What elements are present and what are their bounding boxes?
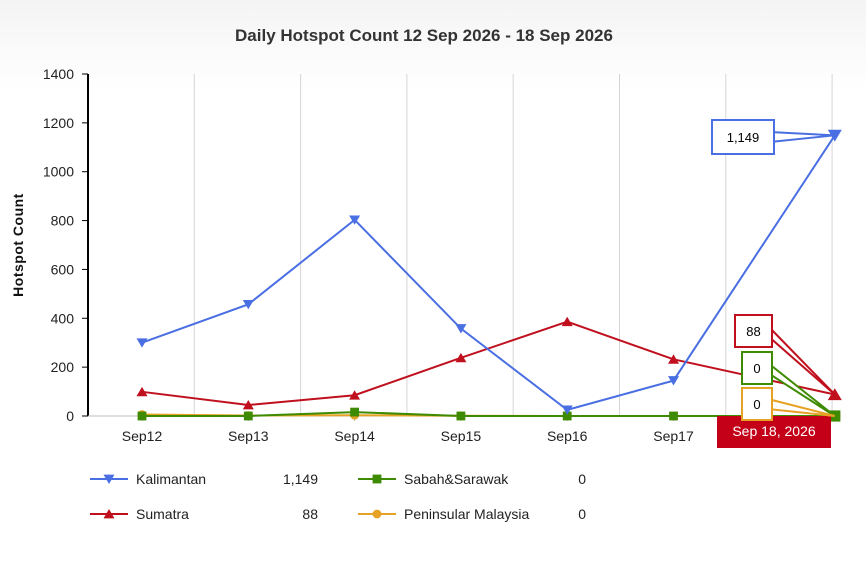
y-tick-label: 1000: [43, 164, 74, 180]
tooltip: 0: [741, 351, 836, 417]
data-point[interactable]: [136, 338, 148, 348]
data-point[interactable]: [103, 474, 115, 484]
crosshair-label-box: [717, 416, 831, 448]
legend-value: 0: [578, 471, 586, 487]
series-layer: [136, 129, 842, 422]
legend-item-peninsular-malaysia[interactable]: Peninsular Malaysia 0: [358, 506, 586, 522]
x-tick-label: Sep14: [334, 428, 375, 444]
tooltip-pointer: [767, 323, 836, 396]
x-tick-label: Sep13: [228, 428, 269, 444]
series-line: [141, 320, 836, 407]
data-point[interactable]: [350, 407, 359, 417]
legend-value: 88: [302, 506, 318, 522]
x-tick-label: Sep17: [653, 428, 694, 444]
legend-label: Peninsular Malaysia: [404, 506, 529, 522]
data-point[interactable]: [455, 324, 467, 334]
crosshair-label-group: Sep 18, 2026: [717, 416, 831, 448]
legend-label: Sumatra: [136, 506, 189, 522]
tooltip-box: [711, 119, 775, 155]
legend-label: Sabah&Sarawak: [404, 471, 509, 487]
legend-item-sumatra[interactable]: Sumatra 88: [90, 506, 318, 522]
tooltip-pointer: [769, 130, 835, 144]
y-axis-label: Hotspot Count: [10, 193, 26, 297]
tooltip-box: [741, 387, 773, 421]
data-point[interactable]: [561, 405, 573, 415]
tooltip-value: 0: [753, 361, 760, 376]
legend-item-kalimantan[interactable]: Kalimantan 1,149: [90, 471, 318, 487]
data-point[interactable]: [137, 411, 147, 421]
tooltip-layer: Sep 18, 2026 1,149 88 0 0: [711, 119, 836, 448]
data-point[interactable]: [242, 400, 254, 410]
chart-title: Daily Hotspot Count 12 Sep 2026 - 18 Sep…: [235, 26, 613, 45]
tooltip-value: 0: [753, 397, 760, 412]
y-tick-label: 0: [66, 408, 74, 424]
data-point[interactable]: [372, 474, 382, 484]
legend-value: 0: [578, 506, 586, 522]
tooltip-value: 88: [746, 324, 760, 339]
data-point[interactable]: [103, 509, 115, 519]
data-point[interactable]: [349, 215, 361, 225]
data-point[interactable]: [455, 352, 467, 363]
tooltip: 1,149: [711, 119, 835, 155]
tooltip-box: [741, 351, 773, 385]
data-point[interactable]: [242, 299, 254, 310]
tooltip: 88: [734, 314, 836, 396]
y-tick-label: 800: [51, 213, 75, 229]
legend-item-sabah-sarawak[interactable]: Sabah&Sarawak 0: [358, 471, 586, 487]
data-point[interactable]: [561, 316, 573, 327]
data-point[interactable]: [372, 509, 382, 519]
y-tick-label: 600: [51, 261, 75, 277]
data-point[interactable]: [562, 411, 572, 421]
data-point[interactable]: [668, 354, 679, 364]
y-tick-label: 400: [51, 310, 75, 326]
series-sumatra: [136, 316, 842, 410]
y-tick-label: 1400: [43, 66, 74, 82]
data-point[interactable]: [349, 390, 361, 400]
data-point[interactable]: [243, 411, 253, 421]
y-tick-label: 200: [51, 359, 75, 375]
x-tick-label: Sep16: [547, 428, 588, 444]
data-point[interactable]: [668, 376, 679, 386]
data-point[interactable]: [136, 386, 148, 397]
series-sabah-sarawak: [137, 407, 841, 422]
data-point[interactable]: [669, 411, 678, 421]
tooltip: 0: [741, 387, 836, 421]
x-tick-label: Sep15: [441, 428, 482, 444]
x-tick-label: Sep12: [122, 428, 163, 444]
series-line: [141, 134, 836, 411]
tooltip-value: 1,149: [727, 130, 760, 145]
data-point[interactable]: [456, 411, 466, 421]
tooltip-box: [734, 314, 773, 348]
crosshair-label: Sep 18, 2026: [732, 423, 816, 439]
legend-value: 1,149: [283, 471, 318, 487]
y-tick-label: 1200: [43, 115, 74, 131]
legend-label: Kalimantan: [136, 471, 206, 487]
